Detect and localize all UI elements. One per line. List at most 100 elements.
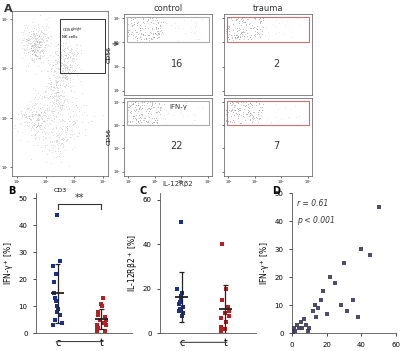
Point [20, 49, 27, 54]
Point [58, 53, 64, 59]
Point [32, 51, 38, 57]
Point [51, 92, 58, 98]
Point [56, 124, 63, 129]
Point [31, 44, 38, 49]
Point [34, 43, 40, 48]
Point [94, 309, 101, 314]
Point [50, 53, 56, 59]
Point [27, 35, 34, 41]
Point [236, 25, 242, 31]
Point [170, 113, 176, 118]
Point [136, 114, 143, 120]
Point [61, 59, 68, 64]
Point [245, 16, 251, 21]
Point [136, 112, 142, 118]
Point [232, 36, 238, 42]
Point [131, 20, 137, 25]
Point [49, 263, 56, 269]
Point [294, 16, 300, 21]
Point [198, 32, 205, 37]
Point [23, 64, 30, 69]
Point [226, 16, 232, 21]
Point [63, 37, 70, 42]
Point [144, 119, 151, 124]
Point [233, 32, 239, 38]
Point [63, 53, 69, 59]
Point [159, 115, 166, 120]
Point [68, 134, 74, 140]
Point [48, 109, 55, 114]
Point [158, 27, 164, 32]
Point [80, 109, 87, 115]
Point [66, 124, 72, 129]
Point [131, 27, 138, 33]
Point [59, 117, 65, 123]
Point [258, 109, 264, 115]
Point [155, 20, 162, 26]
Point [237, 34, 244, 39]
Point [66, 61, 73, 67]
Point [32, 39, 38, 45]
Point [147, 29, 154, 35]
Point [60, 143, 66, 148]
Point [137, 104, 143, 110]
Point [137, 27, 143, 33]
Point [276, 29, 282, 35]
Point [32, 71, 38, 77]
Point [227, 108, 233, 114]
Point [35, 122, 42, 128]
Point [233, 111, 239, 116]
Point [168, 22, 174, 28]
Point [68, 127, 74, 133]
Point [240, 37, 246, 42]
Point [233, 33, 239, 38]
Point [137, 34, 144, 39]
Point [228, 108, 234, 114]
Point [69, 146, 75, 152]
Point [126, 118, 133, 124]
Point [29, 42, 36, 47]
Point [42, 88, 48, 94]
Point [34, 120, 41, 126]
Point [70, 108, 76, 114]
Point [134, 22, 140, 28]
Point [60, 100, 66, 106]
Point [70, 53, 77, 58]
Point [59, 112, 66, 117]
Point [141, 20, 148, 26]
Point [30, 47, 36, 53]
Point [129, 32, 136, 38]
Point [62, 84, 69, 89]
Point [275, 107, 282, 112]
Point [148, 104, 154, 109]
Point [44, 107, 50, 113]
Point [146, 114, 152, 120]
Point [236, 37, 242, 42]
Point [43, 92, 49, 98]
Point [63, 138, 69, 144]
Point [47, 93, 53, 99]
Point [181, 17, 187, 23]
Point [20, 42, 26, 48]
Point [34, 128, 41, 134]
Point [40, 137, 46, 142]
Point [28, 28, 34, 33]
Point [129, 35, 136, 41]
Point [45, 115, 52, 121]
Point [236, 111, 242, 117]
Point [127, 119, 133, 125]
Point [138, 119, 144, 125]
Point [39, 46, 46, 52]
Point [38, 126, 44, 132]
Point [30, 32, 36, 37]
Point [19, 129, 25, 134]
Point [28, 40, 34, 45]
Point [130, 101, 137, 106]
Point [78, 47, 85, 53]
Point [248, 25, 254, 31]
Point [69, 64, 76, 70]
Point [246, 21, 252, 27]
Point [37, 38, 44, 44]
Point [53, 52, 60, 57]
Point [250, 109, 256, 114]
